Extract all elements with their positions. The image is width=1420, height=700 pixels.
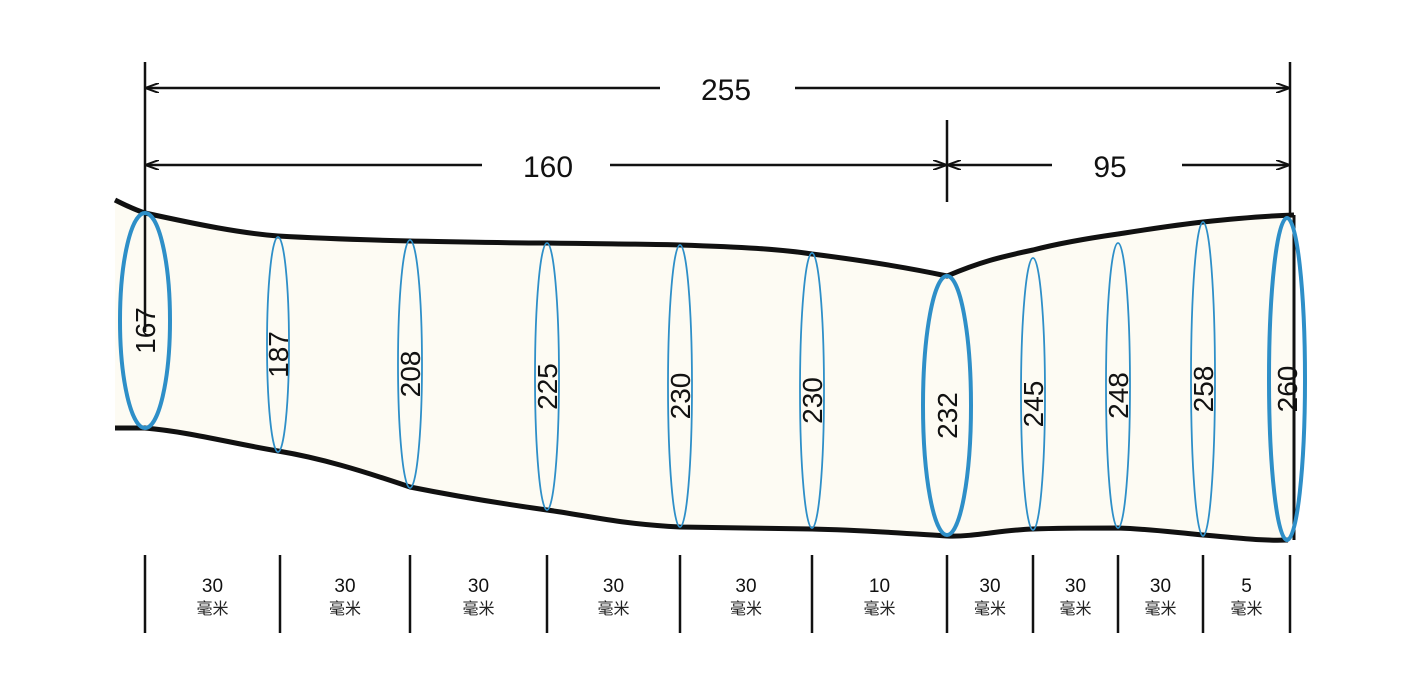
segment-length: 30 — [1150, 576, 1171, 597]
dimension-total-label: 255 — [701, 74, 751, 107]
sleeve-outline-top — [113, 197, 1295, 279]
circumference-label: 260 — [1272, 366, 1303, 413]
circumference-ring — [1105, 242, 1131, 529]
circumference-ring — [118, 211, 172, 430]
circumference-label: 230 — [665, 373, 696, 420]
segment-unit: 毫米 — [329, 599, 361, 618]
segment-unit: 毫米 — [1230, 599, 1262, 618]
circumference-ring — [266, 236, 290, 453]
segment-unit: 毫米 — [863, 599, 895, 618]
circumference-ring — [1020, 257, 1046, 531]
segment-unit: 毫米 — [730, 599, 762, 618]
segment-unit: 毫米 — [462, 599, 494, 618]
circumference-ring — [921, 274, 973, 537]
circumference-label: 167 — [130, 307, 161, 354]
circumference-label: 187 — [263, 331, 294, 378]
circumference-ring — [397, 239, 423, 489]
circumference-label: 245 — [1018, 381, 1049, 428]
circumference-ring — [1190, 221, 1216, 537]
segment-length: 30 — [468, 576, 489, 597]
dimension-right: 95 — [947, 151, 1290, 184]
segment-length: 30 — [1065, 576, 1086, 597]
circumference-ring — [799, 252, 825, 529]
segment-unit: 毫米 — [1144, 599, 1176, 618]
circumference-label: 230 — [797, 377, 828, 424]
circumference-label: 225 — [532, 363, 563, 410]
segment-length: 30 — [735, 576, 756, 597]
dimension-left-label: 160 — [523, 151, 573, 184]
segment-length: 30 — [603, 576, 624, 597]
segment-unit: 毫米 — [1059, 599, 1091, 618]
circumference-ring — [667, 244, 693, 528]
segment-length: 30 — [202, 576, 223, 597]
segment-length: 30 — [334, 576, 355, 597]
circumference-label: 248 — [1103, 372, 1134, 419]
segment-unit: 毫米 — [974, 599, 1006, 618]
dimension-left: 160 — [145, 151, 947, 184]
segment-length: 10 — [869, 576, 890, 597]
segment-length: 30 — [979, 576, 1000, 597]
circumference-label: 258 — [1188, 366, 1219, 413]
segment-unit: 毫米 — [597, 599, 629, 618]
segment-length: 5 — [1241, 576, 1252, 597]
circumference-label: 208 — [395, 351, 426, 398]
sleeve-body — [115, 200, 1294, 541]
sleeve-outline-bottom — [115, 425, 1289, 543]
circumference-ring — [1267, 216, 1307, 542]
segment-unit: 毫米 — [196, 599, 228, 618]
circumference-label: 232 — [932, 392, 963, 439]
dimension-right-label: 95 — [1093, 151, 1126, 184]
circumference-ring — [534, 242, 560, 511]
dimension-total: 255 — [145, 74, 1290, 107]
